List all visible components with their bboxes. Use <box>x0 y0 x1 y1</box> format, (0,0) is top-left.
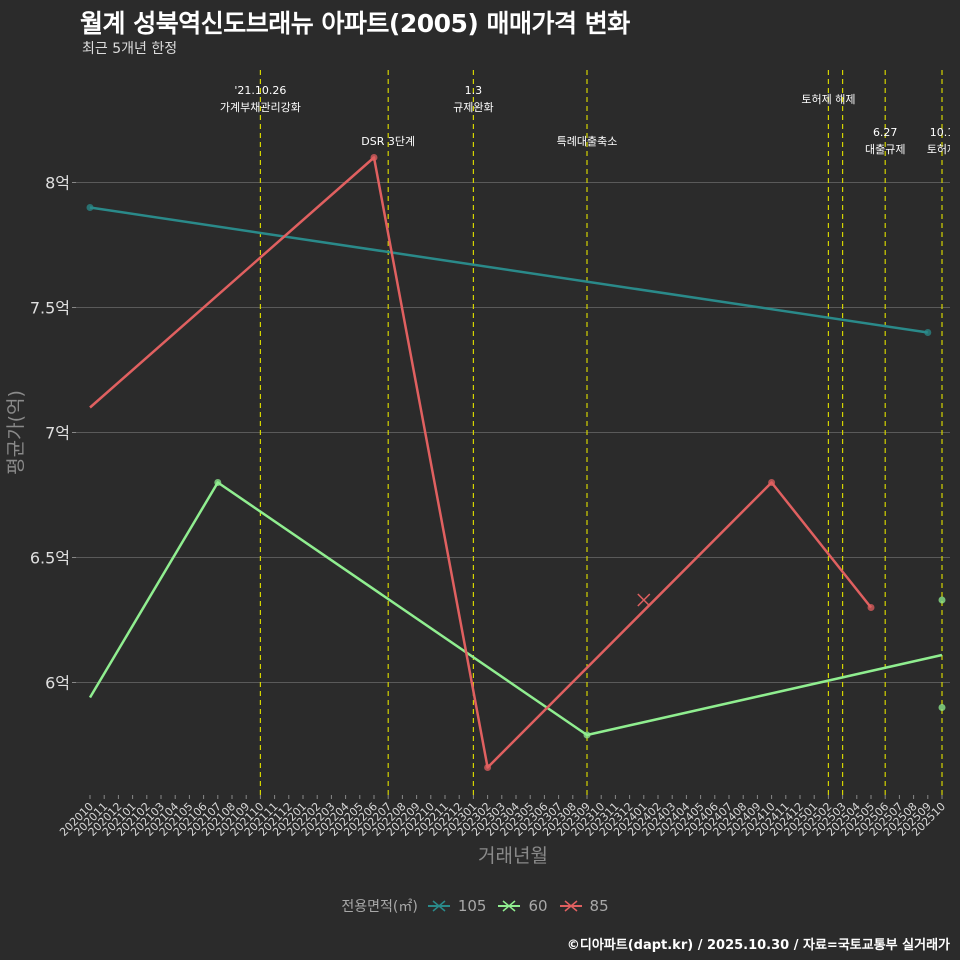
y-tick-label: 8억 <box>45 174 70 193</box>
source-caption: ©디아파트(dapt.kr) / 2025.10.30 / 자료=국토교통부 실… <box>566 938 950 953</box>
legend-item-85: 85 <box>558 897 609 915</box>
event-label: 규제완화 <box>453 101 493 114</box>
event-label: 토허제 해제 <box>801 92 855 106</box>
legend-key-85 <box>559 900 582 912</box>
legend-label-60: 60 <box>528 897 548 915</box>
legend-item-60: 60 <box>496 897 548 915</box>
chart-subtitle: 최근 5개년 한정 <box>82 41 178 57</box>
data-point-60 <box>938 704 946 711</box>
event-label: 대출규제 <box>865 143 905 156</box>
series-line-60 <box>88 481 943 737</box>
legend-label-85: 85 <box>589 897 609 915</box>
legend: 전용면적(㎡) 105 60 85 <box>0 896 960 916</box>
y-tick-label: 6.5억 <box>30 549 70 568</box>
chart-title: 월계 성북역신도브래뉴 아파트(2005) 매매가격 변화 <box>80 9 630 38</box>
legend-key-105 <box>427 900 450 912</box>
data-point-85 <box>484 764 492 771</box>
data-point-60 <box>583 731 591 739</box>
event-label: 1.3 <box>465 84 483 97</box>
data-point-60 <box>214 479 222 486</box>
event-label: 가계부채관리강화 <box>220 101 301 114</box>
event-label: DSR 3단계 <box>361 135 415 148</box>
x-axis-title: 거래년월 <box>478 845 548 867</box>
event-label: 토허제 <box>927 143 957 156</box>
legend-title: 전용면적(㎡) <box>341 899 418 915</box>
legend-label-105: 105 <box>457 897 487 915</box>
data-point-85 <box>370 154 378 161</box>
event-label: 특례대출축소 <box>557 135 618 148</box>
data-point-60 <box>938 596 946 604</box>
y-tick-label: 7.5억 <box>30 299 70 318</box>
cross-point-85 <box>637 593 651 607</box>
event-label: '21.10.26 <box>234 84 286 97</box>
data-point-105 <box>924 329 932 336</box>
series-line-105 <box>89 206 928 334</box>
y-axis-title: 평균가(억) <box>5 390 27 475</box>
data-point-85 <box>867 604 875 611</box>
y-tick-label: 7억 <box>45 424 70 443</box>
y-tick-label: 6억 <box>45 674 70 693</box>
series-line-85 <box>89 156 872 769</box>
data-point-105 <box>86 204 94 211</box>
event-label: 6.27 <box>873 126 898 139</box>
data-point-85 <box>768 479 776 486</box>
legend-item-105: 105 <box>426 897 487 915</box>
event-label: 10.1 <box>930 126 955 139</box>
legend-key-60 <box>498 900 521 912</box>
